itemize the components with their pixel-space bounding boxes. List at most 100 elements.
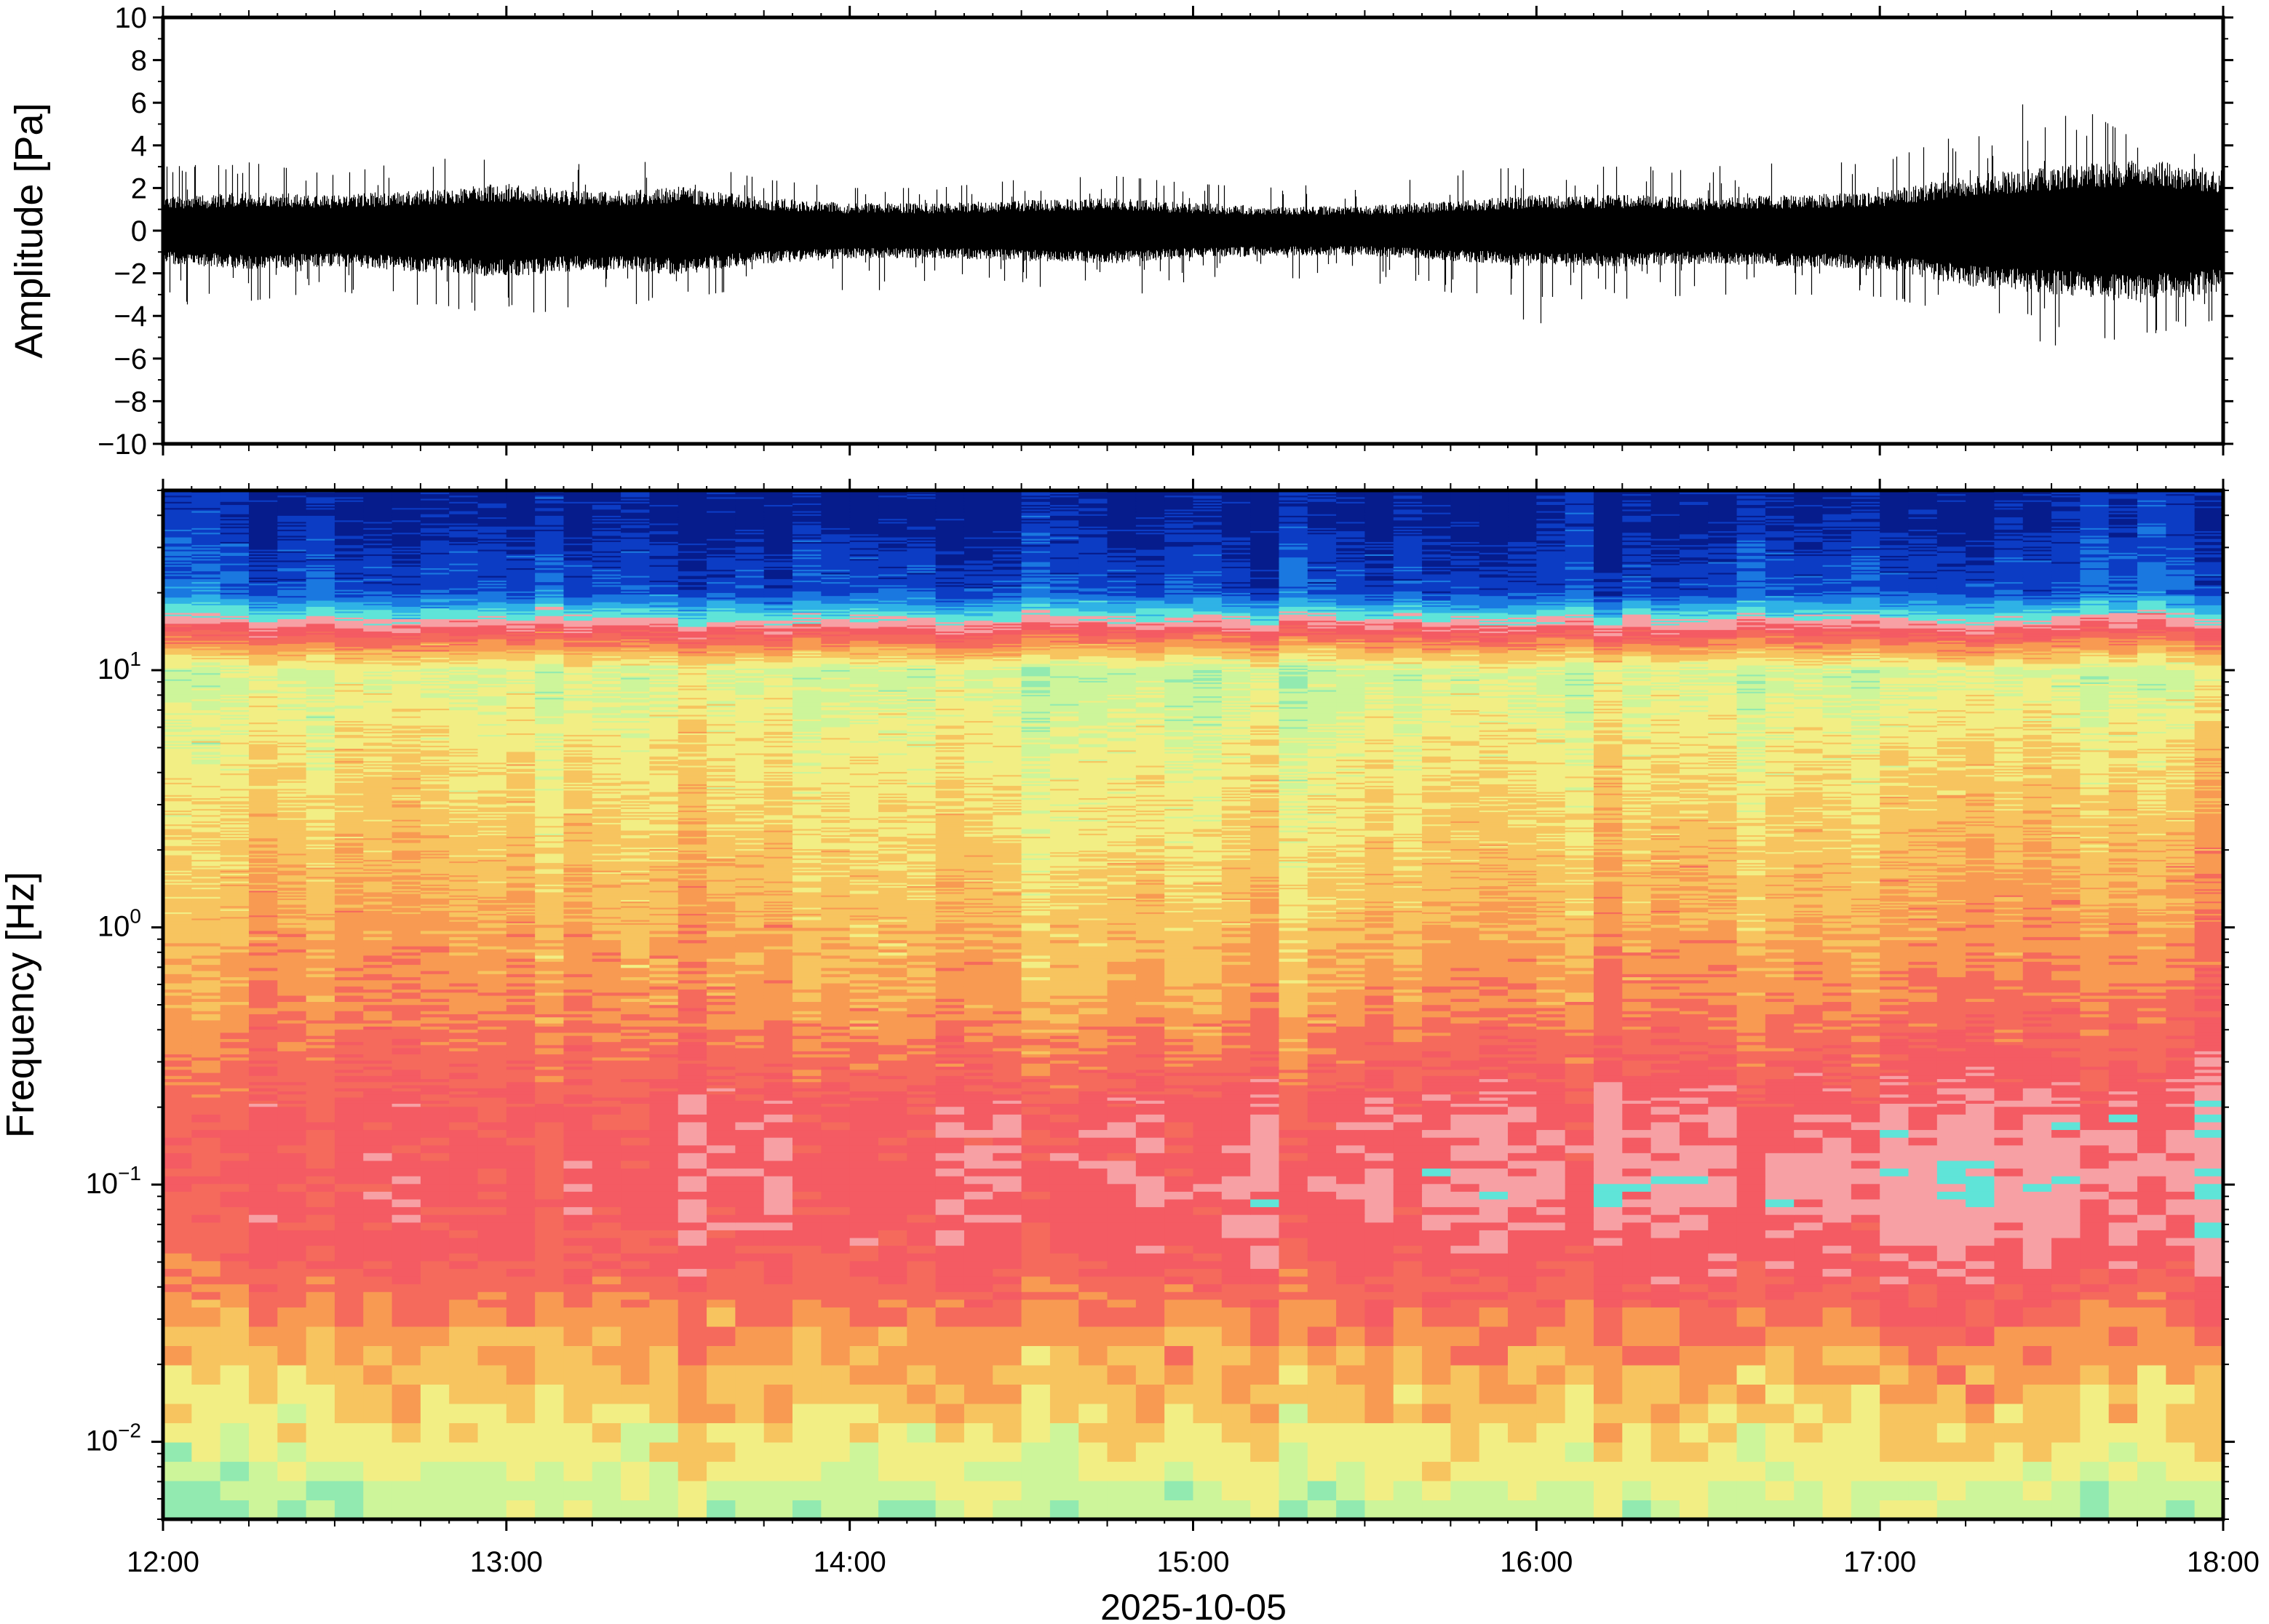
spectrogram-cell <box>850 1057 879 1061</box>
spectrogram-cell <box>306 1214 335 1222</box>
spectrogram-cell <box>1078 1253 1108 1261</box>
spectrogram-cell <box>878 1088 907 1091</box>
spectrogram-cell <box>964 1191 993 1199</box>
spectrogram-cell <box>220 1168 250 1176</box>
spectrogram-cell <box>1937 1222 1966 1230</box>
spectrogram-cell <box>792 1030 822 1033</box>
spectrogram-cell <box>1479 1085 1509 1088</box>
spectrogram-cell <box>792 1045 822 1048</box>
spectrogram-cell <box>2195 1481 2224 1500</box>
spectrogram-cell <box>363 1023 392 1027</box>
spectrogram-cell <box>2109 1023 2138 1027</box>
spectrogram-cell <box>2109 1365 2138 1385</box>
spectrogram-cell <box>506 1365 536 1385</box>
spectrogram-cell <box>1594 1038 1623 1042</box>
spectrogram-cell <box>2166 1060 2195 1064</box>
spectrogram-cell <box>964 1035 993 1039</box>
spectrogram-cell <box>936 1054 965 1058</box>
spectrogram-cell <box>1880 1075 1909 1079</box>
spectrogram-cell <box>449 1145 478 1153</box>
spectrogram-cell <box>1450 1129 1479 1137</box>
spectrogram-cell <box>1966 1404 1995 1423</box>
spectrogram-cell <box>907 1268 936 1276</box>
spectrogram-cell <box>850 1500 879 1519</box>
spectrogram-cell <box>306 1078 335 1082</box>
spectrogram-cell <box>2051 1253 2081 1261</box>
spectrogram-cell <box>1794 1032 1823 1036</box>
spectrogram-cell <box>764 1261 793 1269</box>
spectrogram-cell <box>1908 1222 1937 1230</box>
spectrogram-cell <box>1908 1017 1937 1021</box>
spectrogram-cell <box>678 1291 707 1299</box>
spectrogram-cell <box>1422 1075 1451 1079</box>
spectrogram-cell <box>1908 1066 1937 1070</box>
spectrogram-cell <box>1164 1038 1193 1042</box>
spectrogram-cell <box>850 1422 879 1442</box>
spectrogram-cell <box>363 1461 392 1481</box>
spectrogram-cell <box>1479 1020 1509 1024</box>
spectrogram-cell <box>1108 1114 1137 1122</box>
spectrogram-cell <box>1851 1054 1880 1058</box>
spectrogram-cell <box>936 1422 965 1442</box>
spectrogram-cell <box>1994 1326 2023 1346</box>
spectrogram-cell <box>621 1253 650 1261</box>
spectrogram-cell <box>1050 1097 1079 1101</box>
spectrogram-cell <box>1479 1345 1509 1365</box>
spectrogram-cell <box>306 1014 335 1017</box>
spectrogram-cell <box>1651 1284 1680 1292</box>
spectrogram-cell <box>1994 1191 2023 1199</box>
spectrogram-cell <box>306 1091 335 1094</box>
spectrogram-cell <box>1622 1078 1651 1082</box>
spectrogram-cell <box>1622 1461 1651 1481</box>
spectrogram-cell <box>335 1072 364 1076</box>
spectrogram-cell <box>936 1384 965 1404</box>
spectrogram-cell <box>1508 1238 1537 1246</box>
spectrogram-cell <box>277 1145 306 1153</box>
spectrogram-cell <box>621 1014 650 1017</box>
spectrogram-cell <box>1880 1114 1909 1122</box>
spectrogram-cell <box>563 1307 592 1326</box>
spectrogram-cell <box>2023 1345 2052 1365</box>
spectrogram-cell <box>535 1253 564 1261</box>
spectrogram-cell <box>2195 1060 2224 1064</box>
spectrogram-cell <box>191 1326 220 1346</box>
spectrogram-cell <box>1536 1023 1565 1027</box>
spectrogram-cell <box>1394 1060 1423 1064</box>
spectrogram-cell <box>1765 1045 1795 1048</box>
spectrogram-cell <box>1050 1246 1079 1254</box>
spectrogram-cell <box>1680 1088 1709 1091</box>
spectrogram-cell <box>936 1442 965 1462</box>
spectrogram-cell <box>1394 1020 1423 1024</box>
spectrogram-cell <box>191 1054 220 1058</box>
spectrogram-cell <box>1364 1078 1394 1082</box>
spectrogram-cell <box>335 1017 364 1021</box>
spectrogram-cell <box>1078 1365 1108 1385</box>
spectrogram-cell <box>1422 1122 1451 1130</box>
spectrogram-cell <box>2080 1030 2109 1033</box>
spectrogram-cell <box>707 1145 736 1153</box>
spectrogram-cell <box>1708 1075 1737 1079</box>
spectrogram-cell <box>878 1168 907 1176</box>
spectrogram-cell <box>1651 1097 1680 1101</box>
spectrogram-cell <box>964 1129 993 1137</box>
spectrogram-cell <box>220 1214 250 1222</box>
spectrogram-cell <box>1108 1500 1137 1519</box>
spectrogram-cell <box>707 1207 736 1215</box>
spectrogram-cell <box>1336 1184 1365 1192</box>
spectrogram-cell <box>1508 1184 1537 1192</box>
spectrogram-cell <box>2166 1145 2195 1153</box>
spectrogram-cell <box>421 1422 450 1442</box>
spectrogram-cell <box>1308 1191 1337 1199</box>
spectrogram-cell <box>2051 1199 2081 1207</box>
spectrogram-cell <box>1508 1137 1537 1145</box>
spectrogram-cell <box>1164 1176 1193 1184</box>
spectrogram-cell <box>1050 1326 1079 1346</box>
spectrogram-cell <box>1250 1299 1279 1307</box>
spectrogram-cell <box>421 1307 450 1326</box>
spectrogram-cell <box>1937 1153 1966 1161</box>
spectrogram-cell <box>1193 1161 1223 1169</box>
spectrogram-cell <box>306 1042 335 1046</box>
spectrogram-cell <box>1308 1384 1337 1404</box>
spectrogram-cell <box>363 1075 392 1079</box>
spectrogram-cell <box>592 1020 621 1024</box>
